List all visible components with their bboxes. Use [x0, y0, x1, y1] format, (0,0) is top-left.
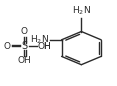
- Text: $\mathregular{H_2N}$: $\mathregular{H_2N}$: [72, 4, 91, 17]
- Text: OH: OH: [38, 42, 52, 51]
- Text: OH: OH: [17, 56, 31, 65]
- Text: H: H: [43, 42, 50, 51]
- Text: $\mathregular{H_2N}$: $\mathregular{H_2N}$: [30, 34, 49, 46]
- Text: O: O: [21, 28, 28, 36]
- Text: O: O: [4, 42, 11, 51]
- Text: S: S: [21, 41, 27, 51]
